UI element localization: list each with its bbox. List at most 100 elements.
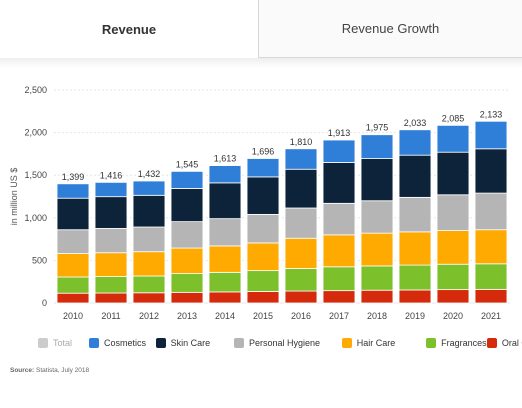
- bar-segment: [360, 232, 394, 267]
- bar-segment: [56, 197, 90, 231]
- bar-segment: [398, 154, 432, 198]
- legend-item-hair-care[interactable]: Hair Care: [341, 338, 396, 348]
- bar-segment: [246, 213, 280, 244]
- bar-segment: [360, 265, 394, 291]
- y-axis-title: in million US $: [9, 168, 19, 226]
- legend-label: Total: [53, 338, 73, 348]
- bar-segment: [94, 196, 128, 229]
- x-tick-label: 2020: [443, 311, 463, 321]
- bar-segment: [56, 183, 90, 199]
- total-data-label: 1,432: [138, 169, 161, 179]
- bar-segment: [322, 234, 356, 268]
- bar-segment: [208, 291, 242, 304]
- bar-segment: [170, 247, 204, 275]
- bar-segment: [246, 270, 280, 292]
- x-tick-label: 2011: [101, 311, 120, 321]
- legend-label: Personal Hygiene: [249, 338, 321, 348]
- bar-segment: [284, 148, 318, 170]
- bar-segment: [94, 252, 128, 277]
- x-tick-label: 2019: [405, 311, 425, 321]
- legend-label: Skin Care: [170, 338, 211, 348]
- bar-segment: [360, 134, 394, 159]
- x-tick-label: 2012: [139, 311, 159, 321]
- bar-segment: [132, 275, 166, 294]
- legend-swatch: [486, 338, 497, 348]
- bar-segment: [474, 288, 508, 304]
- bar-segment: [94, 181, 128, 198]
- legend-item-skin-care[interactable]: Skin Care: [155, 338, 211, 348]
- legend-item-oral-care[interactable]: Oral Care: [486, 338, 522, 348]
- legend-swatch: [155, 338, 166, 348]
- bar-segment: [170, 291, 204, 304]
- y-tick-label: 0: [42, 298, 47, 308]
- revenue-chart: 0 500 1,000 1,500 2,000 2,500 in million US $ 1…: [9, 85, 510, 321]
- y-tick-label: 2,500: [24, 85, 47, 95]
- bar-segment: [284, 290, 318, 304]
- legend-label: Oral Care: [501, 338, 522, 348]
- chart-legend: Total Cosmetics Skin Care Personal Hygiene H…: [38, 338, 522, 352]
- tab-revenue[interactable]: Revenue: [0, 0, 258, 58]
- x-tick-label: 2014: [215, 311, 235, 321]
- bar-segment: [208, 218, 242, 247]
- bar-segment: [360, 200, 394, 234]
- bar-segment: [132, 251, 166, 277]
- total-data-label: 1,913: [328, 128, 351, 138]
- bar-segment: [474, 120, 508, 150]
- bar-segment: [436, 151, 470, 196]
- legend-swatch: [234, 338, 244, 348]
- total-data-label: 1,399: [62, 172, 85, 182]
- legend-label: Hair Care: [356, 338, 396, 348]
- tab-revenue-growth[interactable]: Revenue Growth: [258, 0, 522, 58]
- y-tick-label: 2,000: [24, 128, 47, 138]
- y-tick-label: 1,000: [24, 213, 47, 223]
- x-tick-label: 2015: [253, 311, 273, 321]
- bar-segment: [94, 228, 128, 254]
- bar-segment: [170, 221, 204, 249]
- bar-segment: [284, 168, 318, 209]
- total-data-label: 1,613: [214, 154, 237, 164]
- source-text: Statista, July 2018: [36, 367, 90, 374]
- total-data-label: 1,975: [366, 123, 389, 133]
- bar-segment: [246, 242, 280, 272]
- source-note: Source: Statista, July 2018: [10, 367, 89, 374]
- y-tick-label: 1,500: [24, 170, 47, 180]
- bar-segment: [94, 276, 128, 294]
- bar-segment: [360, 158, 394, 202]
- bar-segment: [436, 124, 470, 153]
- bar-segment: [208, 271, 242, 293]
- bar-segment: [436, 263, 470, 291]
- total-data-label: 1,416: [100, 170, 123, 180]
- bar-segment: [94, 292, 128, 304]
- bar-segment: [284, 268, 318, 292]
- legend-label: Fragrances: [441, 338, 487, 348]
- bar-segment: [56, 253, 90, 278]
- bar-segment: [132, 292, 166, 304]
- bar-segment: [474, 263, 508, 290]
- legend-item-fragrances[interactable]: Fragrances: [426, 338, 487, 348]
- total-data-label: 2,133: [480, 109, 503, 119]
- legend-swatch: [341, 338, 352, 348]
- bar-segment: [208, 165, 242, 184]
- legend-label: Cosmetics: [103, 338, 146, 348]
- x-tick-label: 2021: [481, 311, 501, 321]
- legend-swatch: [38, 338, 48, 348]
- bar-segment: [474, 192, 508, 231]
- source-prefix: Source:: [10, 367, 35, 374]
- total-data-label: 2,033: [404, 118, 427, 128]
- bar-segment: [398, 264, 432, 291]
- bar-segment: [56, 229, 90, 254]
- bar-segment: [132, 194, 166, 228]
- legend-swatch: [426, 338, 437, 348]
- total-data-label: 1,545: [176, 159, 199, 169]
- legend-item-cosmetics[interactable]: Cosmetics: [88, 338, 146, 348]
- legend-item-total[interactable]: Total: [38, 338, 72, 348]
- x-tick-label: 2017: [329, 311, 349, 321]
- bar-segment: [474, 229, 508, 265]
- bar-segment: [436, 194, 470, 231]
- bar-segment: [322, 139, 356, 163]
- bar-segment: [284, 237, 318, 269]
- bar-segment: [246, 176, 280, 215]
- x-tick-label: 2010: [63, 311, 83, 321]
- bar-segment: [474, 148, 508, 194]
- legend-item-personal-hygiene[interactable]: Personal Hygiene: [234, 338, 320, 348]
